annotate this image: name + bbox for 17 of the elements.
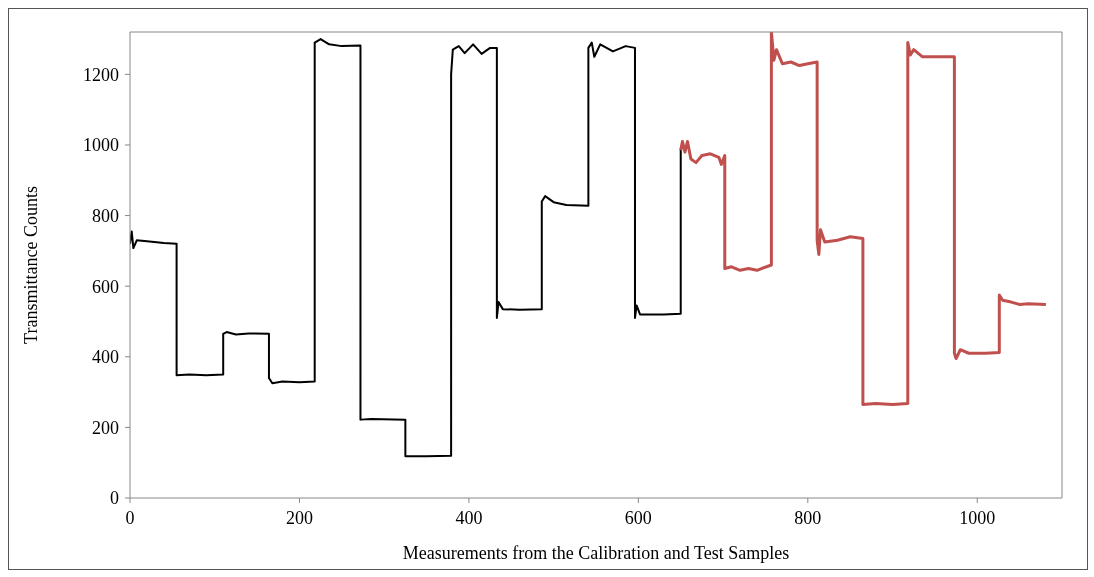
y-tick-label: 0 <box>110 488 119 509</box>
x-axis-title: Measurements from the Calibration and Test Samples <box>402 543 790 563</box>
y-tick-label: 200 <box>92 417 119 438</box>
y-tick-label: 800 <box>92 205 119 226</box>
x-tick-label: 200 <box>285 507 313 528</box>
x-tick-label: 0 <box>125 507 135 528</box>
x-tick-label: 600 <box>624 507 652 528</box>
x-tick-label: 400 <box>455 507 483 528</box>
line-series <box>130 38 682 458</box>
line-series <box>679 32 1048 406</box>
y-tick-label: 1200 <box>83 64 119 85</box>
x-tick-label: 1000 <box>959 507 996 528</box>
y-tick-label: 600 <box>92 276 119 297</box>
y-tick-label: 400 <box>92 347 119 368</box>
y-tick-label: 1000 <box>83 135 119 156</box>
x-tick-label: 800 <box>794 507 822 528</box>
y-axis-title: Transmittance Counts <box>21 186 42 344</box>
